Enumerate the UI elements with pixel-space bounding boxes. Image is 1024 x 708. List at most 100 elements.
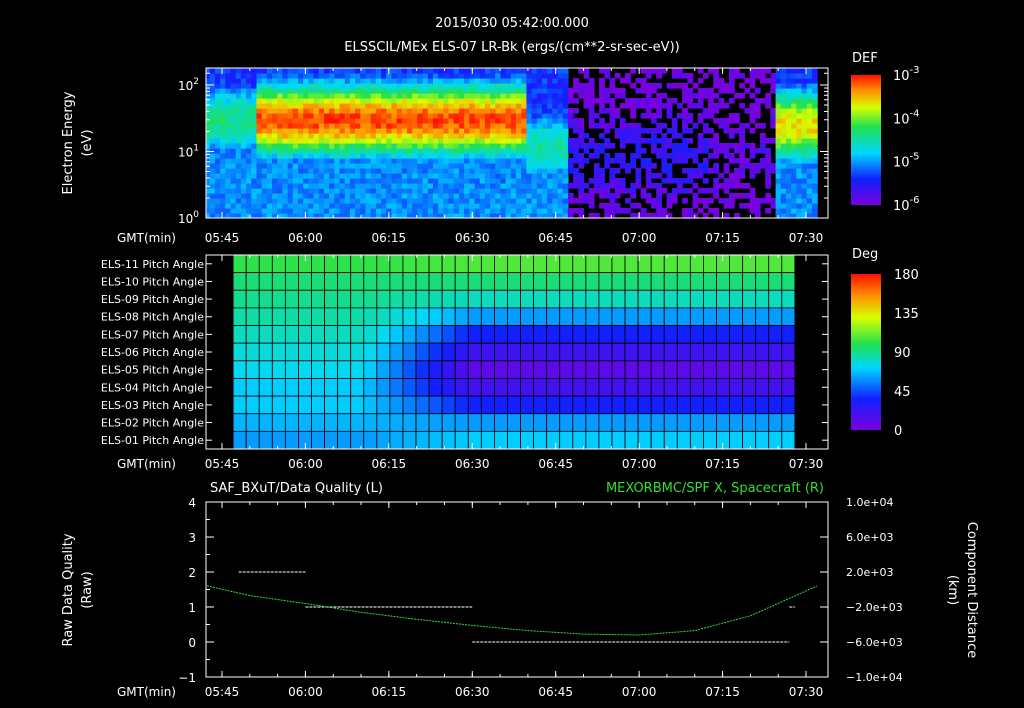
spectrogram-cell — [469, 93, 476, 99]
spectrogram-ytick-label: 101 — [178, 143, 199, 159]
pitch-angle-cell — [520, 254, 534, 274]
spectrogram-cell — [240, 183, 247, 189]
spectrogram-cell — [505, 153, 512, 159]
quality-xtick-label: 06:45 — [538, 685, 573, 699]
spectrogram-cell — [251, 68, 258, 74]
spectrogram-cell — [536, 123, 543, 129]
spectrogram-cell — [510, 203, 517, 209]
spectrogram-cell — [775, 183, 782, 189]
spectrogram-cell — [272, 208, 278, 214]
spectrogram-cell — [536, 203, 543, 209]
pitch-angle-cell — [742, 272, 757, 291]
pitch-angle-cell — [729, 395, 744, 415]
spectrogram-cell — [495, 98, 502, 104]
spectrogram-cell — [407, 68, 413, 74]
spectrogram-cell — [199, 178, 205, 184]
spectrogram-cell — [744, 158, 751, 164]
spectrogram-cell — [516, 178, 522, 184]
spectrogram-cell — [495, 103, 502, 109]
pitch-angle-cell — [650, 254, 665, 274]
spectrogram-cell — [251, 213, 258, 218]
spectrogram-cell — [220, 158, 226, 164]
spectrogram-cell — [676, 133, 683, 139]
spectrogram-cell — [806, 198, 813, 204]
spectrogram-cell — [287, 178, 294, 184]
pitch-angle-cell — [271, 360, 286, 379]
spectrogram-cell — [206, 173, 211, 179]
pitch-angle-cell — [507, 395, 521, 415]
pitch-angle-cell — [703, 325, 717, 344]
spectrogram-cell — [479, 93, 486, 99]
spectrogram-cell — [713, 103, 720, 109]
spectrogram-cell — [370, 108, 377, 114]
spectrogram-cell — [749, 173, 756, 179]
spectrogram-cell — [785, 168, 792, 174]
spectrogram-cell — [749, 113, 756, 119]
spectrogram-cell — [490, 193, 496, 199]
spectrogram-cell — [547, 108, 553, 114]
spectrogram-cell — [199, 98, 205, 104]
spectrogram-cell — [417, 213, 424, 218]
spectrogram-cell — [282, 208, 289, 214]
spectrogram-cell — [526, 148, 533, 154]
pitch-angle-cell — [650, 342, 665, 362]
spectrogram-cell — [256, 123, 263, 129]
spectrogram-cell — [318, 143, 325, 149]
spectrogram-cell — [272, 173, 278, 179]
spectrogram-cell — [645, 108, 652, 114]
spectrogram-cell — [313, 148, 320, 154]
spectrogram-cell — [521, 148, 528, 154]
spectrogram-cell — [796, 203, 803, 209]
spectrogram-cell — [775, 73, 782, 79]
spectrogram-cell — [282, 108, 289, 114]
quality-ytick-left-label: −1 — [178, 671, 196, 685]
spectrogram-cell — [536, 98, 543, 104]
spectrogram-cell — [760, 68, 766, 74]
spectrogram-cell — [510, 93, 517, 99]
spectrogram-cell — [458, 133, 465, 139]
spectrogram-cell — [671, 128, 678, 134]
spectrogram-cell — [407, 113, 413, 119]
spectrogram-cell — [599, 193, 605, 199]
spectrogram-cell — [536, 173, 543, 179]
spectrogram-cell — [407, 88, 413, 94]
spectrogram-cell — [806, 148, 813, 154]
spectrogram-cell — [240, 138, 247, 144]
spectrogram-cell — [412, 148, 419, 154]
pitch-angle-cell — [415, 272, 430, 291]
spectrogram-cell — [344, 148, 351, 154]
spectrogram-cell — [214, 123, 221, 129]
spectrogram-cell — [365, 193, 372, 199]
spectrogram-cell — [194, 98, 200, 104]
spectrogram-cell — [728, 153, 735, 159]
pitch-angle-cell — [480, 307, 495, 326]
spectrogram-cell — [370, 198, 377, 204]
spectrogram-cell — [775, 83, 782, 89]
spectrogram-cell — [443, 108, 450, 114]
pitch-angle-cell — [716, 272, 730, 291]
spectrogram-cell — [702, 213, 709, 218]
spectrogram-cell — [448, 98, 455, 104]
pitch-angle-cell — [742, 395, 757, 415]
spectrogram-cell — [567, 88, 574, 94]
pitch-angle-cell — [742, 307, 757, 326]
spectrogram-cell — [708, 153, 714, 159]
spectrogram-cell — [458, 183, 465, 189]
spectrogram-cell — [251, 148, 258, 154]
spectrogram-cell — [432, 123, 439, 129]
spectrogram-cell — [407, 193, 413, 199]
spectrogram-cell — [194, 133, 200, 139]
spectrogram-cell — [355, 198, 361, 204]
spectrogram-cell — [329, 88, 335, 94]
spectrogram-cell — [521, 168, 528, 174]
spectrogram-cell — [531, 73, 538, 79]
spectrogram-cell — [225, 133, 232, 139]
spectrogram-cell — [505, 188, 512, 194]
spectrogram-cell — [282, 68, 289, 74]
spectrogram-cell — [640, 138, 647, 144]
spectrogram-cell — [251, 183, 258, 189]
spectrogram-cell — [209, 208, 216, 214]
pitch-angle-cell — [546, 254, 561, 274]
pitch-angle-cell — [768, 413, 783, 432]
spectrogram-cell — [329, 193, 335, 199]
